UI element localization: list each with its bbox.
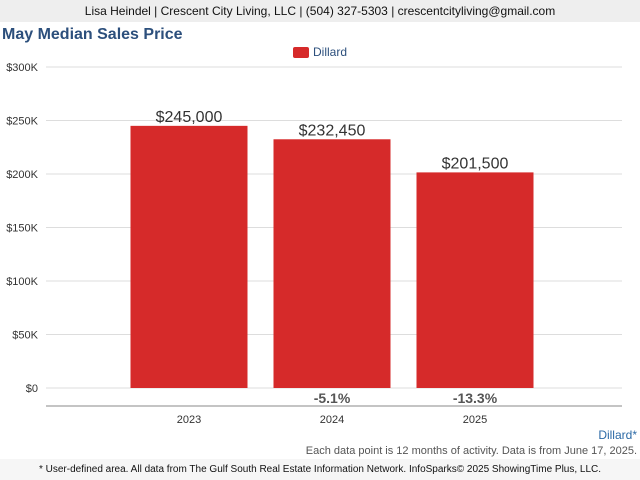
legend-swatch	[293, 46, 309, 58]
bar-value-label: $232,450	[299, 122, 366, 139]
bar-value-label: $245,000	[156, 109, 223, 126]
disclaimer: * User-defined area. All data from The G…	[0, 459, 640, 480]
y-tick-label: $0	[26, 383, 38, 395]
contact-line: Lisa Heindel | Crescent City Living, LLC…	[84, 4, 556, 18]
x-tick-label: 2024	[320, 414, 344, 426]
x-tick-label: 2023	[177, 414, 201, 426]
y-tick-label: $250K	[6, 116, 38, 128]
disclaimer-text: * User-defined area. All data from The G…	[38, 464, 602, 475]
chart-legend: Dillard	[293, 45, 347, 59]
bar-chart: $0 $50K $100K $150K $200K $250K $300K $245,000 2…	[6, 62, 622, 426]
bar	[130, 125, 248, 388]
data-note: Each data point is 12 months of activity…	[305, 445, 637, 457]
contact-header: Lisa Heindel | Crescent City Living, LLC…	[0, 0, 640, 22]
x-tick-label: 2025	[463, 414, 487, 426]
chart-title: May Median Sales Price	[2, 26, 183, 43]
change-label: -5.1%	[314, 390, 351, 406]
y-tick-label: $300K	[6, 62, 38, 74]
y-tick-label: $150K	[6, 223, 38, 235]
bar	[273, 139, 391, 388]
bar-value-label: $201,500	[442, 155, 509, 172]
legend-label: Dillard	[313, 45, 348, 59]
y-tick-label: $50K	[12, 330, 38, 342]
change-label: -13.3%	[453, 390, 498, 406]
y-tick-label: $100K	[6, 276, 38, 288]
area-label: Dillard*	[598, 428, 637, 442]
bar	[416, 172, 534, 388]
y-tick-label: $200K	[6, 169, 38, 181]
